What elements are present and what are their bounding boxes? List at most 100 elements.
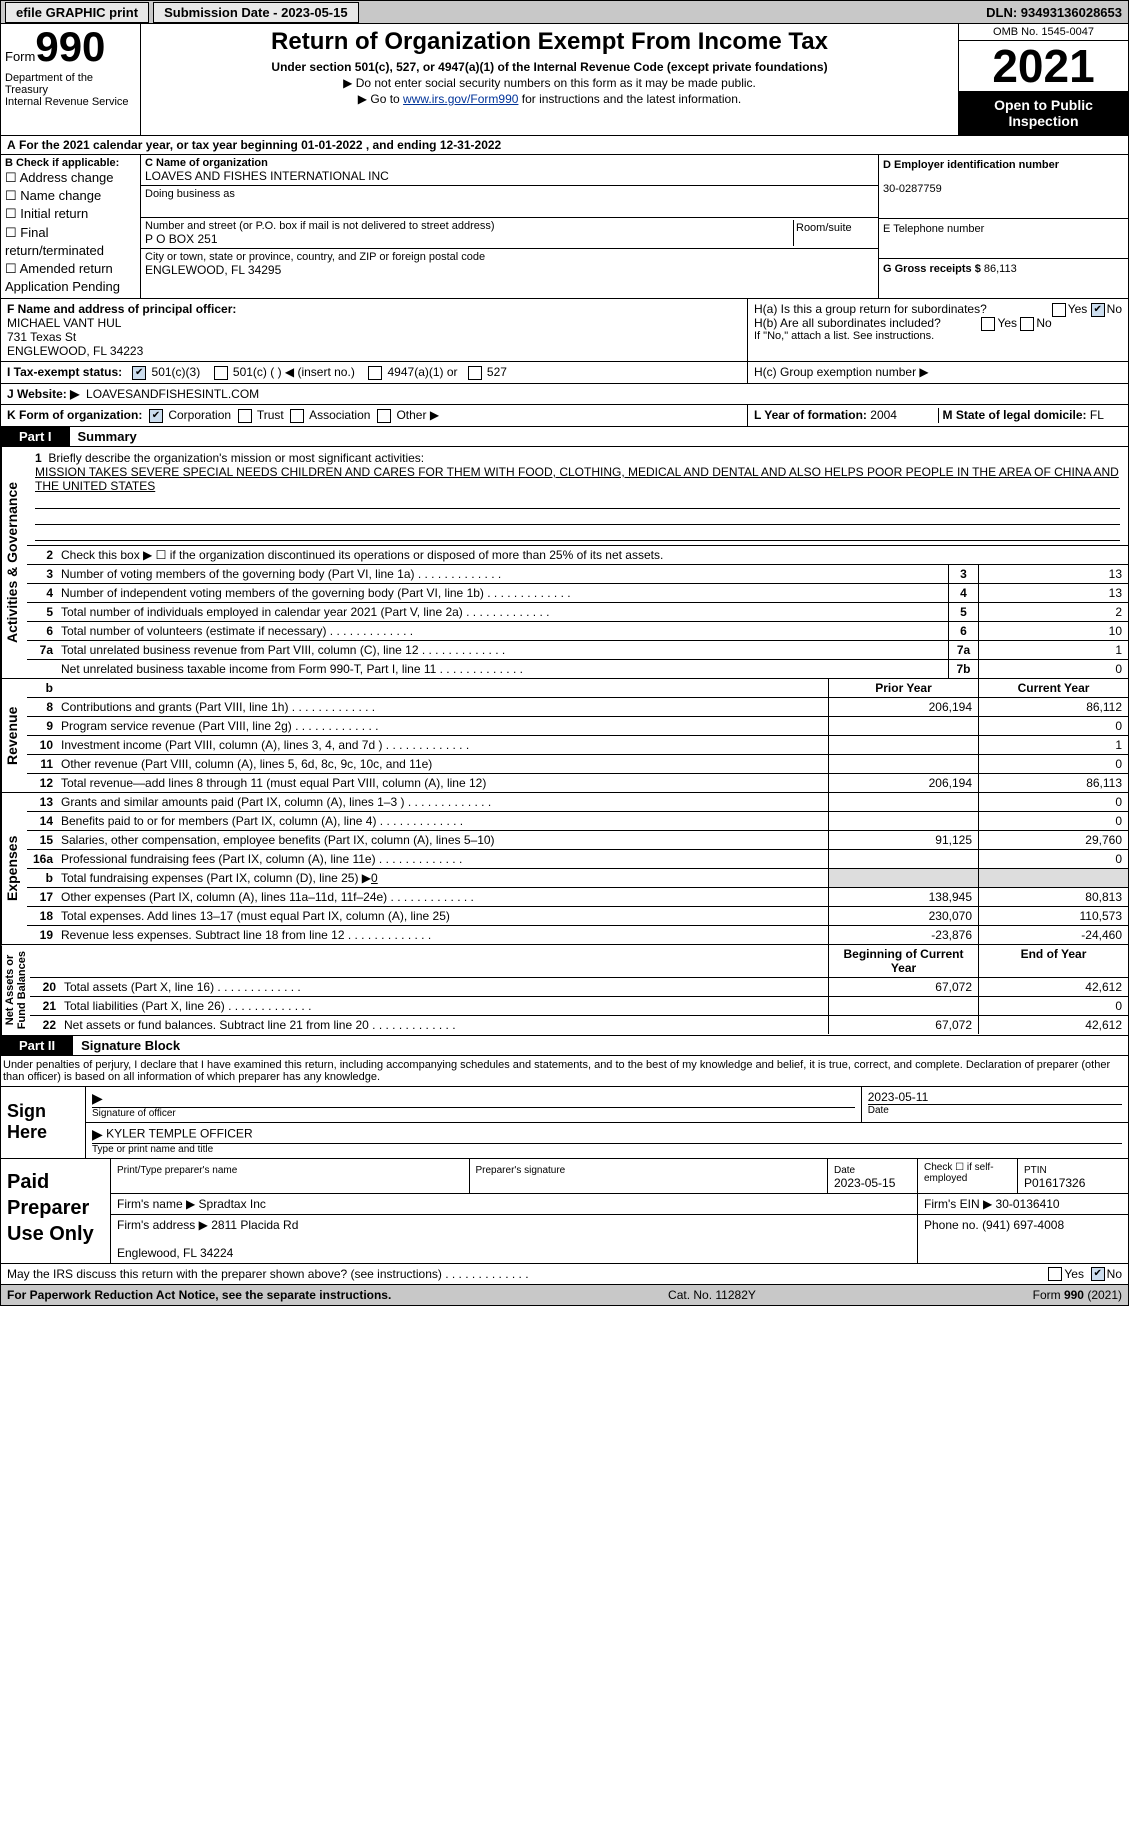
discuss-no[interactable]: ✔ [1091,1267,1105,1281]
eoy-hdr: End of Year [978,945,1128,977]
open-to-public: Open to Public Inspection [959,91,1128,135]
form-subtitle: Under section 501(c), 527, or 4947(a)(1)… [149,60,950,74]
hb-no[interactable] [1020,317,1034,331]
city-label: City or town, state or province, country… [145,251,874,263]
ha-no[interactable]: ✔ [1091,303,1105,317]
discuss-yes[interactable] [1048,1267,1062,1281]
c15: 29,760 [978,831,1128,849]
c14: 0 [978,812,1128,830]
p16a [828,850,978,868]
p21 [828,997,978,1015]
chk-amended-return[interactable]: ☐ Amended return [5,260,136,278]
line7a: Total unrelated business revenue from Pa… [57,641,948,659]
part2-title: Signature Block [73,1036,1128,1055]
officer-value: MICHAEL VANT HUL 731 Texas St ENGLEWOOD,… [7,316,143,358]
line10: Investment income (Part VIII, column (A)… [57,736,828,754]
line15: Salaries, other compensation, employee b… [57,831,828,849]
line4: Number of independent voting members of … [57,584,948,602]
line14: Benefits paid to or for members (Part IX… [57,812,828,830]
gross-receipts-label: G Gross receipts $ [883,263,981,275]
discuss-question: May the IRS discuss this return with the… [7,1267,529,1281]
line12: Total revenue—add lines 8 through 11 (mu… [57,774,828,792]
cat-no: Cat. No. 11282Y [668,1288,756,1302]
dln: DLN: 93493136028653 [986,5,1128,20]
c18: 110,573 [978,907,1128,925]
line7b: Net unrelated business taxable income fr… [57,660,948,678]
chk-501c[interactable] [214,366,228,380]
form-label: Form [5,49,35,64]
org-name: LOAVES AND FISHES INTERNATIONAL INC [145,169,874,183]
chk-other[interactable] [377,409,391,423]
chk-address-change[interactable]: ☐ Address change [5,169,136,187]
c21: 0 [978,997,1128,1015]
ein-value: 30-0287759 [883,183,942,195]
chk-name-change[interactable]: ☐ Name change [5,187,136,205]
c22: 42,612 [978,1016,1128,1034]
line-a: A For the 2021 calendar year, or tax yea… [1,136,507,154]
line11: Other revenue (Part VIII, column (A), li… [57,755,828,773]
c17: 80,813 [978,888,1128,906]
p20: 67,072 [828,978,978,996]
line2: Check this box ▶ ☐ if the organization d… [57,546,1128,564]
form-org-label: K Form of organization: [7,408,142,422]
efile-print-button[interactable]: efile GRAPHIC print [5,2,149,23]
part1-num: Part I [1,427,70,446]
sig-date: 2023-05-11 [868,1090,929,1104]
pra-notice: For Paperwork Reduction Act Notice, see … [7,1288,391,1302]
form-note-link: ▶ Go to www.irs.gov/Form990 for instruct… [149,92,950,106]
form-number: 990 [35,23,105,70]
ha-yes[interactable] [1052,303,1066,317]
firm-phone: (941) 697-4008 [982,1218,1064,1232]
chk-final-return[interactable]: ☐ Final return/terminated [5,224,136,260]
chk-corp[interactable]: ✔ [149,409,163,423]
c9: 0 [978,717,1128,735]
v4: 13 [978,584,1128,602]
line22: Net assets or fund balances. Subtract li… [60,1016,828,1034]
prior-year-hdr: Prior Year [828,679,978,697]
boy-hdr: Beginning of Current Year [828,945,978,977]
year-formation: 2004 [870,408,897,422]
v3: 13 [978,565,1128,583]
penalties-text: Under penalties of perjury, I declare th… [0,1056,1129,1087]
line20: Total assets (Part X, line 16) [60,978,828,996]
gross-receipts-value: 86,113 [984,263,1017,275]
phone-label: E Telephone number [883,223,984,235]
paid-preparer-label: Paid Preparer Use Only [1,1159,111,1263]
chk-assoc[interactable] [290,409,304,423]
prep-date: 2023-05-15 [834,1176,895,1190]
omb-number: OMB No. 1545-0047 [959,24,1128,41]
chk-4947[interactable] [368,366,382,380]
vert-revenue: Revenue [1,679,27,792]
chk-initial-return[interactable]: ☐ Initial return [5,205,136,223]
org-city: ENGLEWOOD, FL 34295 [145,263,874,277]
form-note-ssn: ▶ Do not enter social security numbers o… [149,76,950,90]
line18: Total expenses. Add lines 13–17 (must eq… [57,907,828,925]
tax-exempt-label: I Tax-exempt status: [7,365,122,379]
mission-text: MISSION TAKES SEVERE SPECIAL NEEDS CHILD… [35,465,1119,493]
line21: Total liabilities (Part X, line 26) [60,997,828,1015]
chk-application-pending[interactable]: Application Pending [5,278,136,296]
website-value: LOAVESANDFISHESINTL.COM [86,387,259,401]
vert-net-assets: Net Assets or Fund Balances [1,945,30,1035]
hb-yes[interactable] [981,317,995,331]
line1-label: Briefly describe the organization's miss… [48,451,424,465]
h-a: H(a) Is this a group return for subordin… [754,302,1122,316]
sign-here-label: Sign Here [1,1087,86,1158]
state-domicile: FL [1090,408,1104,422]
line9: Program service revenue (Part VIII, line… [57,717,828,735]
addr-label: Number and street (or P.O. box if mail i… [145,220,793,232]
p12: 206,194 [828,774,978,792]
chk-trust[interactable] [238,409,252,423]
firm-ein: 30-0136410 [996,1197,1060,1211]
line5: Total number of individuals employed in … [57,603,948,621]
form-title: Return of Organization Exempt From Incom… [149,28,950,56]
p19: -23,876 [828,926,978,944]
self-employed-chk[interactable]: Check ☐ if self-employed [918,1159,1018,1193]
c10: 1 [978,736,1128,754]
part1-title: Summary [70,427,1128,446]
irs-link[interactable]: www.irs.gov/Form990 [403,92,518,106]
chk-527[interactable] [468,366,482,380]
chk-501c3[interactable]: ✔ [132,366,146,380]
ptin-value: P01617326 [1024,1176,1085,1190]
line16a: Professional fundraising fees (Part IX, … [57,850,828,868]
